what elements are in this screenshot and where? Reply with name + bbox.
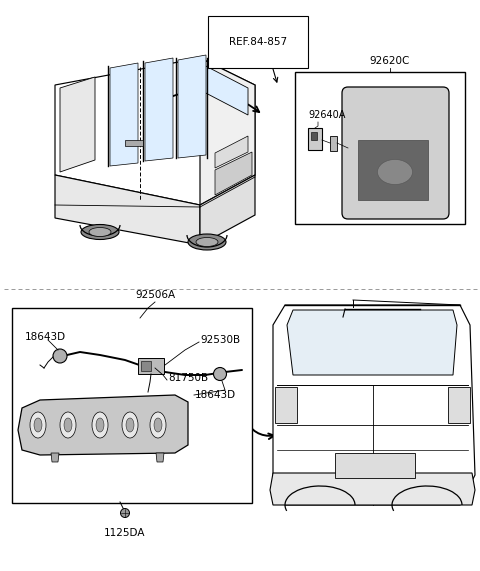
Polygon shape <box>51 453 59 462</box>
Text: 92530B: 92530B <box>200 335 240 345</box>
Text: 81750B: 81750B <box>168 373 208 383</box>
Bar <box>125 140 143 146</box>
Ellipse shape <box>53 349 67 363</box>
Polygon shape <box>156 453 164 462</box>
Polygon shape <box>55 175 200 245</box>
Ellipse shape <box>92 412 108 438</box>
Bar <box>141 361 151 371</box>
Bar <box>335 453 415 478</box>
Ellipse shape <box>64 418 72 432</box>
Ellipse shape <box>196 238 218 247</box>
Ellipse shape <box>30 412 46 438</box>
Ellipse shape <box>377 159 412 184</box>
Text: 18643D: 18643D <box>195 390 236 400</box>
Ellipse shape <box>60 412 76 438</box>
Bar <box>358 140 428 200</box>
Polygon shape <box>145 58 173 161</box>
Polygon shape <box>60 77 95 172</box>
Polygon shape <box>110 63 138 166</box>
Ellipse shape <box>188 234 226 250</box>
Polygon shape <box>55 58 255 205</box>
Text: 18643D: 18643D <box>25 332 66 342</box>
Polygon shape <box>270 473 475 505</box>
Ellipse shape <box>96 418 104 432</box>
Polygon shape <box>18 395 188 455</box>
Polygon shape <box>273 305 475 505</box>
Polygon shape <box>448 387 470 423</box>
Polygon shape <box>200 58 255 205</box>
Ellipse shape <box>34 418 42 432</box>
Bar <box>308 128 322 150</box>
Bar <box>295 72 465 224</box>
Ellipse shape <box>89 227 111 236</box>
Polygon shape <box>287 310 457 375</box>
Text: 92506A: 92506A <box>135 290 175 300</box>
Bar <box>12 308 252 503</box>
Polygon shape <box>200 175 255 245</box>
Ellipse shape <box>214 368 227 380</box>
Polygon shape <box>200 63 248 115</box>
Text: 92620C: 92620C <box>370 56 410 66</box>
Ellipse shape <box>122 412 138 438</box>
Ellipse shape <box>154 418 162 432</box>
Ellipse shape <box>120 509 130 517</box>
Bar <box>138 358 164 374</box>
Polygon shape <box>178 55 206 158</box>
Polygon shape <box>215 152 252 195</box>
Bar <box>330 136 337 151</box>
Ellipse shape <box>126 418 134 432</box>
Ellipse shape <box>81 224 119 239</box>
Text: 1125DA: 1125DA <box>104 528 146 538</box>
Polygon shape <box>275 387 297 423</box>
Text: REF.84-857: REF.84-857 <box>229 37 287 47</box>
Ellipse shape <box>150 412 166 438</box>
Bar <box>311 132 317 140</box>
Polygon shape <box>215 136 248 168</box>
FancyBboxPatch shape <box>342 87 449 219</box>
Text: 92640A: 92640A <box>308 110 346 120</box>
